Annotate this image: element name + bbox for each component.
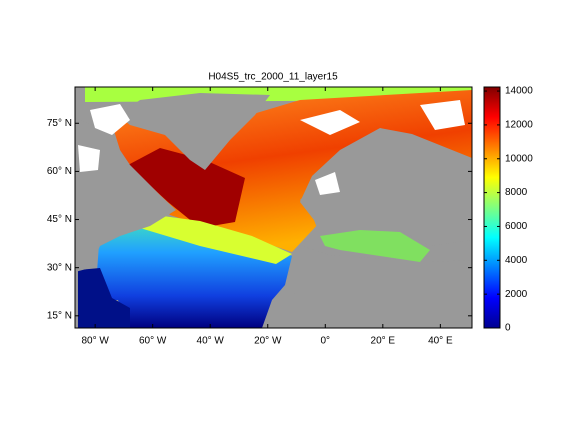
north-america — [75, 118, 176, 272]
colorbar-tick-label: 12000 — [505, 120, 533, 131]
colorbar-tick-label: 0 — [505, 323, 511, 334]
ocean-mid — [140, 214, 292, 264]
ice — [315, 172, 340, 195]
colorbar-tick-label: 4000 — [505, 255, 528, 266]
ocean-hot — [128, 148, 245, 228]
colorbar-tick-label: 8000 — [505, 187, 528, 198]
colorbar-tick-label: 2000 — [505, 289, 528, 300]
map-field — [75, 87, 472, 328]
ice — [78, 145, 100, 172]
y-tick-label: 30° N — [47, 262, 72, 273]
ice — [420, 100, 465, 130]
ocean-caribbean — [78, 268, 130, 328]
x-tick-label: 60° W — [139, 336, 167, 347]
greenland — [118, 93, 270, 170]
ice — [90, 104, 130, 135]
x-tick-label: 20° E — [371, 336, 396, 347]
x-tick-label: 40° E — [428, 336, 453, 347]
x-tick-label: 40° W — [197, 336, 225, 347]
map-title: H04S5_trc_2000_11_layer15 — [208, 72, 338, 83]
y-tick-label: 60° N — [47, 166, 72, 177]
colorbar — [483, 86, 501, 329]
colorbar-tick-label: 6000 — [505, 221, 528, 232]
y-tick-label: 45° N — [47, 214, 72, 225]
x-tick-label: 0° — [321, 336, 331, 347]
mediterranean — [320, 230, 430, 262]
ice — [300, 110, 360, 135]
y-tick-label: 15° N — [47, 310, 72, 321]
y-tick-label: 75° N — [47, 118, 72, 129]
x-tick-label: 80° W — [81, 336, 109, 347]
colorbar-tick-label: 10000 — [505, 153, 533, 164]
colorbar-tick-label: 14000 — [505, 86, 533, 97]
map-frame — [74, 86, 473, 329]
africa — [286, 246, 472, 328]
europe — [300, 128, 472, 246]
x-tick-label: 20° W — [254, 336, 282, 347]
